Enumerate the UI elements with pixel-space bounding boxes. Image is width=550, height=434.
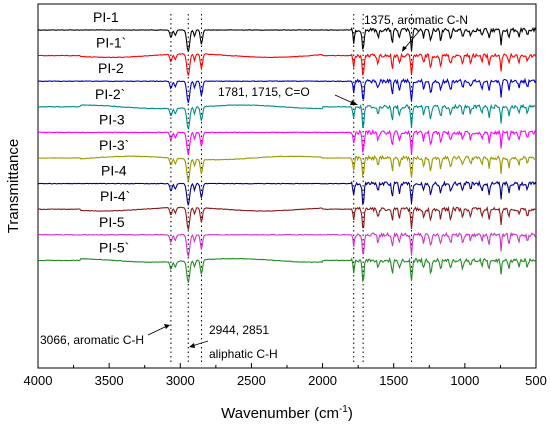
series-label: PI-5` (99, 239, 129, 255)
series-label: PI-2 (98, 60, 124, 76)
series-label: PI-5 (99, 214, 125, 230)
annotations: 1375, aromatic C-N 1781, 1715, C=O 3066,… (40, 13, 468, 361)
series-line (37, 154, 537, 181)
x-tick-label: 2500 (237, 373, 266, 388)
series-line (37, 26, 537, 52)
annotation-co-arrowhead (350, 100, 358, 105)
series-label: PI-4 (101, 163, 127, 179)
annotation-cn-arrowhead (402, 46, 407, 52)
series-line (38, 77, 537, 104)
series-label: PI-1 (93, 9, 119, 25)
annotation-aliphatic-arrow (191, 340, 209, 347)
annotation-aliphatic-values: 2944, 2851 (209, 323, 269, 337)
series-line (38, 205, 536, 230)
annotation-aromatic-ch: 3066, aromatic C-H (40, 333, 144, 347)
y-axis-title: Transmittance (5, 139, 22, 233)
annotation-co: 1781, 1715, C=O (218, 85, 310, 99)
annotation-aliphatic-arrowhead (189, 343, 195, 348)
x-tick-label: 1000 (450, 373, 479, 388)
x-tick-label: 2000 (308, 373, 337, 388)
x-axis-title: Wavenumber (cm-1) (221, 404, 353, 422)
annotation-aromatic-ch-arrow (147, 325, 168, 336)
series-label: PI-2` (95, 86, 125, 102)
series-line (37, 129, 537, 155)
series-label: PI-3` (99, 137, 129, 153)
x-tick-label: 3500 (95, 373, 124, 388)
series-line (37, 231, 537, 257)
reference-lines (170, 14, 412, 362)
series-group: PI-1 PI-1` PI-2 PI-2` PI-3 PI-3` PI-4 PI-4` PI-5… (37, 9, 537, 283)
series-line (37, 52, 537, 76)
series-label: PI-4` (100, 188, 130, 204)
series-label: PI-3 (99, 111, 125, 127)
x-tick-label: 500 (525, 373, 547, 388)
annotation-aromatic-ch-arrowhead (164, 324, 170, 329)
annotation-aliphatic-label: aliphatic C-H (209, 347, 278, 361)
x-axis-ticks: 4000 3500 3000 2500 2000 1500 1000 500 (24, 363, 547, 388)
series-line (37, 256, 537, 283)
series-line (37, 103, 537, 130)
x-tick-label: 3000 (166, 373, 195, 388)
x-tick-label: 4000 (24, 373, 53, 388)
series-label: PI-1` (96, 35, 126, 51)
annotation-cn: 1375, aromatic C-N (364, 13, 468, 27)
x-tick-label: 1500 (379, 373, 408, 388)
annotation-cn-arrow (403, 29, 421, 50)
series-line (37, 180, 537, 206)
